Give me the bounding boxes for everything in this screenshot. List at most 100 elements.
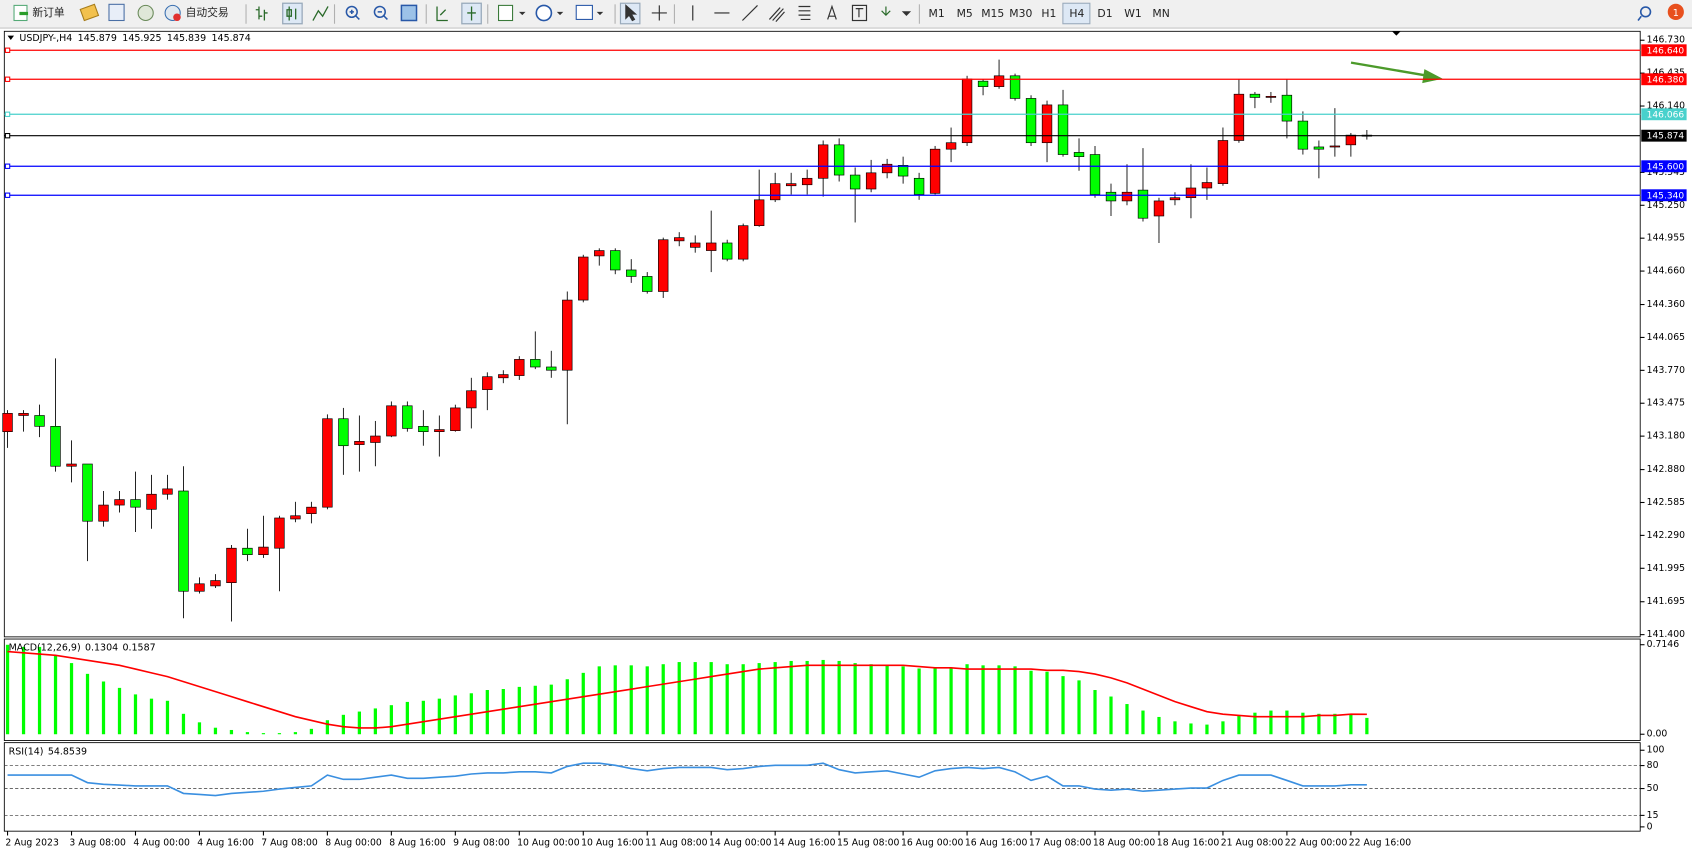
macd-bar <box>5 644 10 735</box>
macd-bar <box>1221 721 1225 735</box>
macd-bar <box>437 698 441 735</box>
chart-type-buttons[interactable] <box>255 2 329 25</box>
x-tick-label: 4 Aug 16:00 <box>197 838 254 849</box>
icon <box>173 13 181 22</box>
level-price-label: 146.066 <box>1647 110 1685 120</box>
new-order-button[interactable]: 新订单 <box>13 4 65 22</box>
ohlc-value: 145.925 <box>122 32 161 43</box>
candle-body <box>226 547 237 583</box>
search-button[interactable] <box>1637 6 1652 21</box>
candle-body <box>546 366 557 371</box>
macd-bar <box>629 665 633 735</box>
ohlc-value: 145.874 <box>212 32 251 43</box>
candle-body <box>1169 197 1181 201</box>
macd-bar <box>1045 671 1049 735</box>
level-price-box <box>1641 129 1687 142</box>
macd-bar <box>53 655 58 735</box>
y-tick-label: 142.880 <box>1647 464 1685 475</box>
candle-body <box>1249 93 1261 98</box>
macd-bar <box>453 695 457 735</box>
candle-body <box>578 256 589 301</box>
candle-body <box>370 435 381 443</box>
candle-body <box>66 463 77 467</box>
ohlc-value: 145.839 <box>167 32 206 43</box>
macd-bar <box>1253 712 1257 735</box>
candle-body <box>402 405 413 429</box>
icon <box>19 11 29 16</box>
timeframe-button[interactable]: H1 <box>1041 7 1056 20</box>
macd-bar <box>277 733 282 735</box>
macd-bar <box>165 700 170 735</box>
macd-bar <box>917 668 921 735</box>
y-tick-label: 0.7146 <box>1647 639 1680 650</box>
chart-header: USDJPY-,H4 145.879 145.925 145.839 145.874 <box>19 32 250 43</box>
timeframe-button[interactable]: M5 <box>957 7 973 20</box>
macd-bar <box>1173 721 1177 735</box>
timeframe-button[interactable]: M15 <box>981 7 1004 20</box>
macd-bar <box>853 663 857 735</box>
timeframe-button[interactable]: H4 <box>1069 7 1084 20</box>
indicator-value: 54.8539 <box>48 746 87 757</box>
x-tick-label: 22 Aug 00:00 <box>1285 838 1348 849</box>
price-panel <box>3 30 1641 638</box>
macd-bar <box>501 689 505 735</box>
macd-bar <box>1141 710 1145 735</box>
x-tick-label: 3 Aug 08:00 <box>69 838 126 849</box>
ohlc-value: 145.879 <box>78 32 117 43</box>
candle-body <box>897 165 909 177</box>
notification-badge[interactable] <box>1667 3 1684 20</box>
timeframe-button[interactable]: MN <box>1152 7 1169 20</box>
candle-body <box>610 250 621 271</box>
timeframe-button[interactable]: M1 <box>929 7 945 20</box>
indicator-buttons[interactable] <box>497 4 604 22</box>
timeframe-button[interactable]: M30 <box>1009 7 1032 20</box>
zoom-buttons[interactable] <box>345 4 418 22</box>
macd-bar <box>1333 713 1337 735</box>
timeframe-button[interactable]: D1 <box>1097 7 1112 20</box>
candle-body <box>1025 98 1037 144</box>
candle-body <box>1057 104 1069 155</box>
macd-bar <box>981 665 985 735</box>
candle-body <box>690 242 701 248</box>
candle-body <box>1233 93 1245 141</box>
macd-bar <box>773 662 777 735</box>
candle-body <box>1009 75 1021 99</box>
icon-button[interactable] <box>79 3 100 22</box>
button-label: 自动交易 <box>186 6 229 19</box>
macd-bar <box>1301 712 1305 735</box>
macd-bar <box>933 668 937 735</box>
candle-body <box>50 425 61 467</box>
macd-bar <box>1061 676 1065 735</box>
scroll-buttons[interactable] <box>436 2 482 25</box>
macd-bar <box>1029 670 1033 735</box>
x-tick-label: 8 Aug 16:00 <box>389 838 446 849</box>
drawing-tools[interactable] <box>619 2 912 25</box>
timeframe-button[interactable]: W1 <box>1124 7 1142 20</box>
macd-bar <box>693 662 697 735</box>
candle-body <box>1089 154 1101 195</box>
candle-body <box>434 429 445 432</box>
macd-bar <box>613 665 617 735</box>
candle-body <box>98 504 109 522</box>
y-tick-label: 144.660 <box>1647 266 1685 277</box>
macd-bar <box>997 665 1001 735</box>
candle-body <box>706 242 717 251</box>
level-price-box <box>1641 108 1687 121</box>
candle-body <box>274 517 285 549</box>
candle-body <box>354 441 365 445</box>
auto-trading-button[interactable]: 自动交易 <box>164 4 229 22</box>
macd-bar <box>1189 723 1193 735</box>
y-tick-label: 142.585 <box>1647 497 1685 508</box>
macd-bar <box>101 681 106 735</box>
icon-button[interactable] <box>137 4 154 22</box>
y-tick-label: 141.695 <box>1647 596 1685 607</box>
y-tick-label: 145.250 <box>1647 200 1685 211</box>
macd-bar <box>69 663 74 735</box>
icon-button[interactable] <box>108 3 125 22</box>
x-tick-label: 4 Aug 00:00 <box>133 838 190 849</box>
macd-bar <box>405 701 409 735</box>
candle-body <box>210 580 221 587</box>
candle-body <box>833 144 845 176</box>
